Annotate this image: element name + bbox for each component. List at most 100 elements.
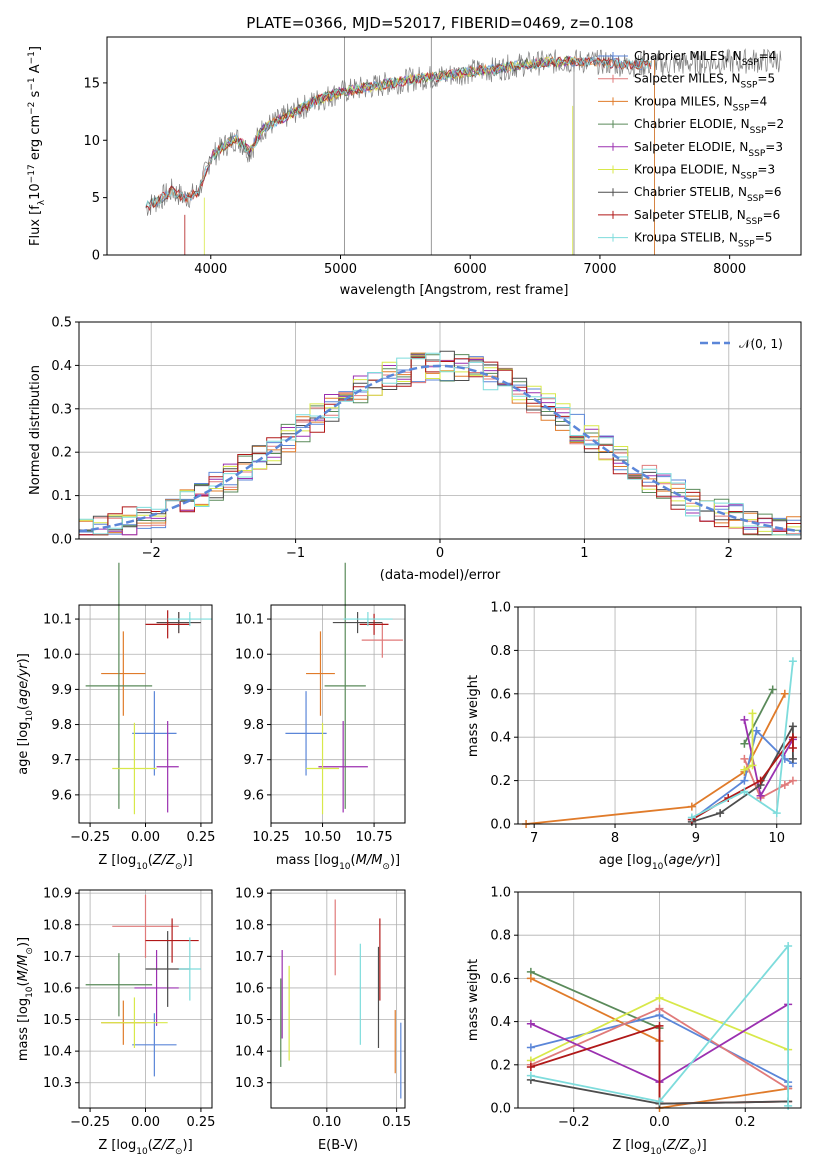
legend-nssp-value: 6	[773, 208, 781, 222]
y-tick-label: 0.2	[490, 1058, 511, 1073]
y-tick-label: 0.3	[51, 402, 72, 417]
legend-entry: Salpeter MILES, NSSP=5	[634, 72, 775, 91]
legend-entry: Salpeter ELODIE, NSSP=3	[634, 140, 783, 159]
y-tick-label: 0.0	[490, 1102, 511, 1117]
massweight-vs-age-panel: 7 8 9 10 0.0 0.2 0.4 0.6 0.8 1.0 mass weight age [l…	[466, 601, 802, 872]
y-tick-label: 1.0	[490, 886, 511, 901]
legend-entry: Kroupa MILES, NSSP=4	[634, 94, 767, 113]
weight-series-line	[691, 661, 794, 819]
y-tick-label: 0.5	[51, 316, 72, 331]
spectrum-panel: 4000 5000 6000 7000 8000 0 5 10 15 wavelength [An…	[27, 36, 802, 298]
weight-point-marker	[655, 993, 664, 1002]
y-tick-label: 10.8	[235, 918, 264, 933]
weight-point-marker	[526, 1043, 535, 1052]
weight-point-marker	[655, 1021, 664, 1030]
axes-frame	[517, 891, 802, 1109]
weight-series-line	[743, 689, 774, 745]
y-tick-label: 10.3	[43, 1076, 72, 1091]
x-axis-label: (data-model)/error	[380, 568, 501, 583]
weight-point-marker	[780, 780, 789, 789]
y-tick-label: 10.6	[43, 981, 72, 996]
y-tick-label: 10.3	[235, 1076, 264, 1091]
weight-point-marker	[756, 791, 765, 800]
x-tick-label: 7	[530, 831, 538, 846]
weight-point-marker	[526, 1019, 535, 1028]
axes-frame	[106, 36, 802, 256]
x-tick-label: 6000	[454, 262, 487, 277]
histogram-step	[79, 352, 801, 536]
x-axis-label: Z [log10(Z/Z⊙)]	[612, 1138, 706, 1157]
x-tick-label: 7000	[583, 262, 616, 277]
x-tick-label: 0.2	[735, 1115, 756, 1130]
y-tick-label: 10.0	[43, 648, 72, 663]
y-tick-label: 10	[83, 134, 100, 149]
axes-frame	[78, 321, 802, 540]
x-tick-label: −0.25	[70, 1115, 110, 1130]
x-axis-label: E(B-V)	[318, 1138, 358, 1153]
y-tick-label: 15	[83, 76, 100, 91]
y-tick-label: 0.8	[490, 929, 511, 944]
weight-point-marker	[655, 1004, 664, 1013]
x-tick-label: 8000	[713, 262, 746, 277]
y-tick-label: 0.2	[51, 446, 72, 461]
weight-point-marker	[768, 685, 777, 694]
x-axis-label: Z [log10(Z/Z⊙)]	[98, 1138, 192, 1157]
y-tick-label: 10.9	[235, 887, 264, 902]
legend-entry: Salpeter STELIB, NSSP=6	[634, 208, 780, 227]
y-tick-label: 9.7	[243, 753, 264, 768]
x-tick-label: 10	[768, 831, 785, 846]
weight-point-marker	[748, 761, 757, 770]
weight-point-marker	[788, 657, 797, 666]
y-tick-label: 0.2	[490, 774, 511, 789]
y-tick-label: 10.9	[43, 887, 72, 902]
weight-point-marker	[687, 813, 696, 822]
x-tick-label: 0.00	[131, 830, 160, 845]
gaussian-curve	[78, 364, 802, 533]
x-tick-label: −0.25	[70, 830, 110, 845]
y-tick-label: 0	[92, 249, 100, 264]
weight-point-marker	[772, 809, 781, 818]
y-tick-label: 0.6	[490, 687, 511, 702]
x-tick-label: 5000	[324, 262, 357, 277]
x-tick-label: −1	[286, 546, 305, 561]
x-axis-label: mass [log10(M/M⊙)]	[276, 853, 400, 872]
legend-nssp-value: 5	[767, 72, 775, 86]
x-tick-label: 4000	[194, 262, 227, 277]
legend-entry: Chabrier STELIB, NSSP=6	[634, 185, 782, 204]
legend-nssp-value: 3	[775, 140, 783, 154]
y-tick-label: 0.1	[51, 489, 72, 504]
weight-point-marker	[752, 726, 761, 735]
weight-point-marker	[780, 689, 789, 698]
legend-entry: 𝒩(0, 1)	[739, 337, 783, 351]
x-tick-label: −0.2	[558, 1115, 590, 1130]
y-axis-label: Flux [fλ10−17 erg cm−2 s−1 A−1]	[27, 46, 47, 246]
y-tick-label: 0.4	[490, 1015, 511, 1030]
axes-frame	[78, 889, 213, 1109]
y-tick-label: 10.4	[43, 1045, 72, 1060]
weight-point-marker	[526, 1062, 535, 1071]
weight-point-marker	[716, 809, 725, 818]
weight-point-marker	[788, 722, 797, 731]
x-tick-label: 10.50	[304, 830, 341, 845]
y-axis-label: Normed distribution	[28, 365, 43, 495]
x-tick-label: 0.10	[312, 1115, 341, 1130]
weight-point-marker	[748, 709, 757, 718]
weight-point-marker	[740, 754, 749, 763]
y-tick-label: 10.4	[235, 1045, 264, 1060]
legend-nssp-value: 3	[767, 163, 775, 177]
y-tick-label: 0.0	[51, 533, 72, 548]
weight-point-marker	[655, 1097, 664, 1106]
x-axis-label: age [log10(age/yr)]	[599, 853, 721, 872]
y-tick-label: 9.9	[51, 683, 72, 698]
age-vs-z-panel: −0.25 0.00 0.25 9.6 9.7 9.8 9.9 10.0 10.1 Z [log1…	[16, 562, 215, 872]
y-tick-label: 10.6	[235, 981, 264, 996]
x-tick-label: 8	[611, 831, 619, 846]
weight-point-marker	[788, 776, 797, 785]
model-spectrum-line	[210, 55, 575, 163]
weight-point-marker	[526, 974, 535, 983]
x-tick-label: 10.25	[252, 830, 289, 845]
y-tick-label: 10.7	[235, 950, 264, 965]
y-tick-label: 5	[92, 191, 100, 206]
